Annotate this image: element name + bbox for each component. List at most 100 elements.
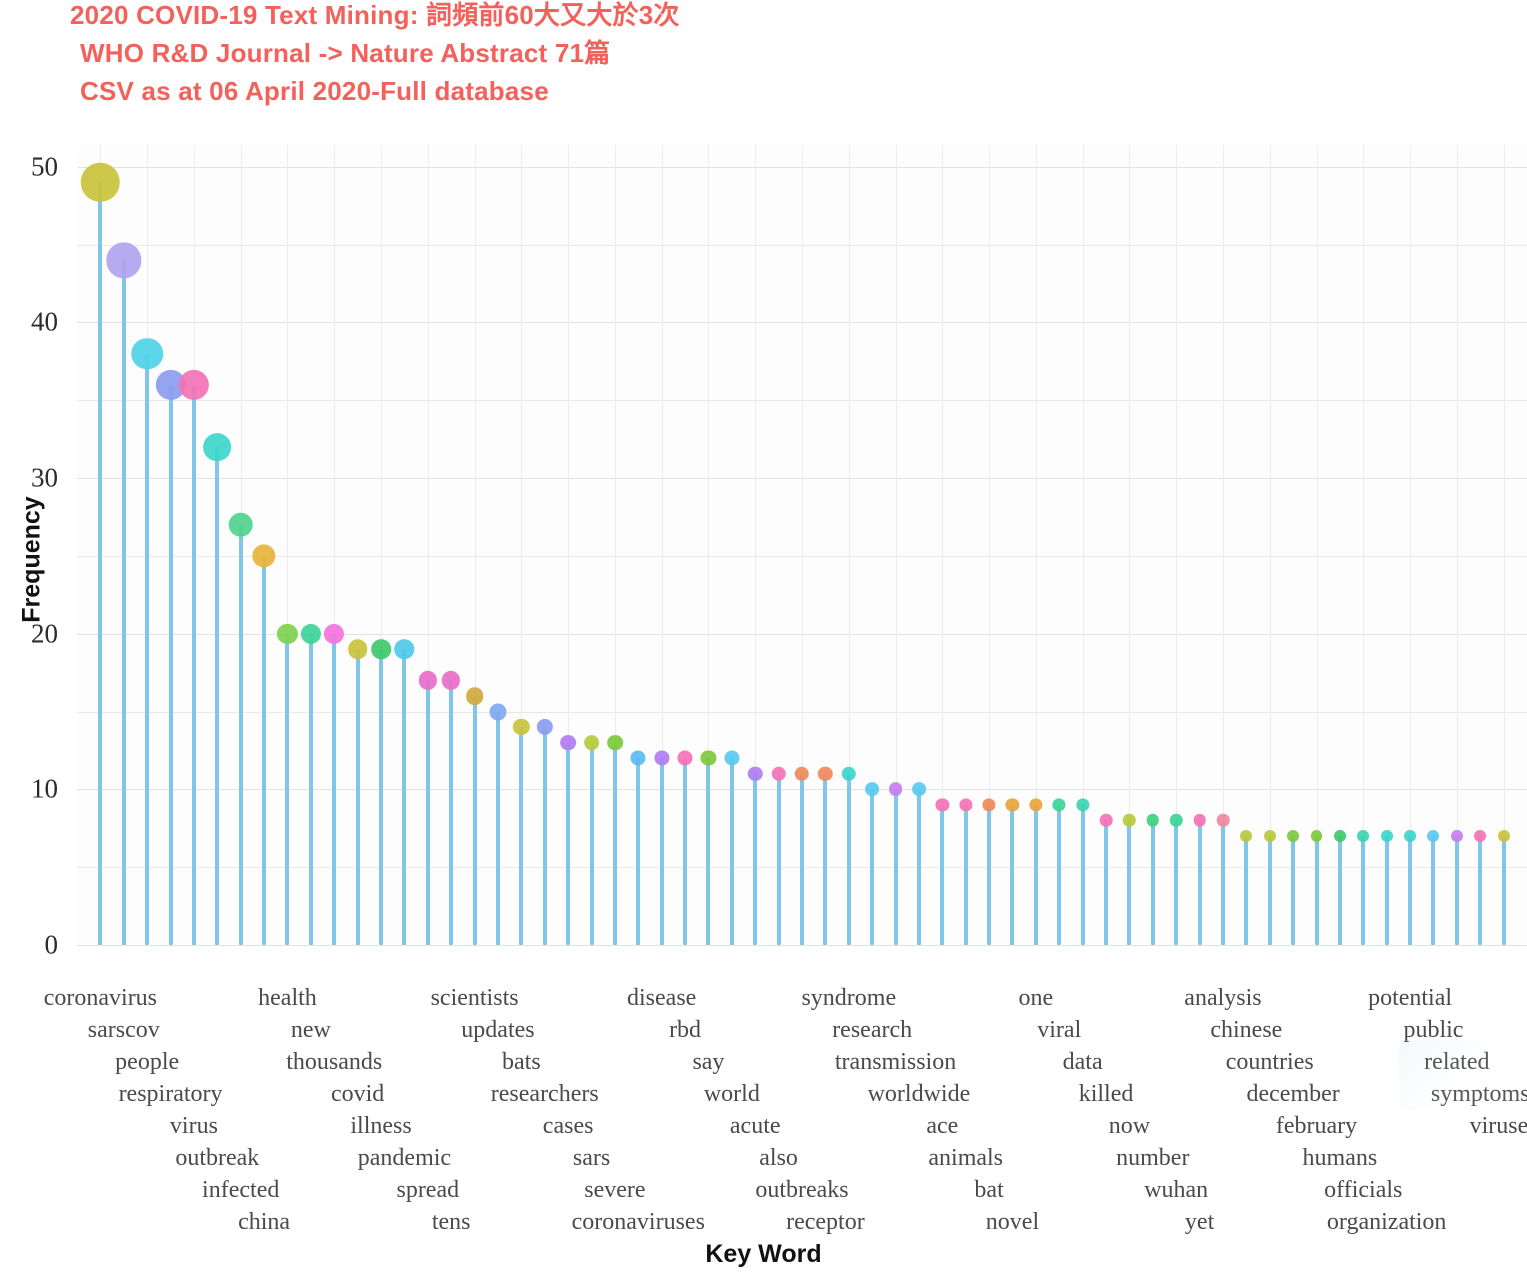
data-point-marker[interactable] (1427, 830, 1440, 843)
stem-line (332, 633, 337, 945)
data-point-marker[interactable] (277, 623, 298, 644)
data-point-marker[interactable] (1263, 830, 1276, 843)
data-point-marker[interactable] (1123, 814, 1136, 827)
stem-line (1267, 836, 1272, 945)
stem-line (940, 804, 945, 945)
data-point-marker[interactable] (841, 766, 856, 782)
data-point-marker[interactable] (1169, 814, 1183, 827)
x-axis-tick-label: china (238, 1209, 291, 1235)
data-point-marker[interactable] (300, 623, 321, 644)
data-point-marker[interactable] (654, 750, 670, 766)
data-point-marker[interactable] (1146, 814, 1160, 827)
data-point-marker[interactable] (131, 337, 163, 370)
data-point-marker[interactable] (1357, 830, 1370, 843)
gridline-vertical (662, 145, 663, 945)
x-axis-tick-label: one (1018, 985, 1054, 1011)
stem-line (1408, 836, 1413, 945)
x-axis-tick-label: scientists (430, 985, 519, 1011)
stem-line (1501, 836, 1506, 945)
gridline-vertical (708, 145, 709, 945)
data-point-marker[interactable] (1216, 814, 1230, 827)
data-point-marker[interactable] (982, 798, 996, 812)
stem-line (1244, 836, 1249, 945)
data-point-marker[interactable] (203, 433, 232, 461)
data-point-marker[interactable] (178, 369, 210, 400)
stem-line (519, 727, 524, 945)
data-point-marker[interactable] (724, 750, 740, 766)
data-point-marker[interactable] (347, 639, 368, 660)
x-axis-tick-label: organization (1326, 1209, 1447, 1235)
data-point-marker[interactable] (1474, 830, 1487, 843)
x-axis-tick-label: thousands (286, 1049, 383, 1075)
stem-line (1080, 804, 1085, 945)
data-point-marker[interactable] (794, 766, 810, 782)
stem-line (1127, 820, 1132, 945)
data-point-marker[interactable] (771, 766, 786, 782)
data-point-marker[interactable] (607, 734, 623, 751)
data-point-marker[interactable] (912, 782, 926, 797)
x-axis-tick-label: rbd (669, 1017, 702, 1043)
x-axis-tick-label: officials (1324, 1177, 1403, 1203)
stem-line (870, 789, 875, 945)
stem-line (916, 789, 921, 945)
x-axis-tick-label: ace (926, 1113, 959, 1139)
x-axis-tick-label: people (115, 1049, 180, 1075)
x-axis-tick-label: countries (1225, 1049, 1314, 1075)
data-point-marker[interactable] (81, 163, 120, 202)
data-point-marker[interactable] (560, 734, 576, 751)
data-point-marker[interactable] (106, 242, 142, 278)
x-axis-tick-label: wuhan (1144, 1177, 1209, 1203)
data-point-marker[interactable] (1076, 798, 1090, 812)
x-axis-tick-label: february (1275, 1113, 1358, 1139)
data-point-marker[interactable] (1450, 830, 1463, 843)
x-axis-tick-label: updates (461, 1017, 535, 1043)
data-point-marker[interactable] (677, 750, 693, 766)
data-point-marker[interactable] (1099, 814, 1113, 827)
stem-line (402, 649, 407, 945)
data-point-marker[interactable] (630, 750, 646, 766)
stem-line (1384, 836, 1389, 945)
data-point-marker[interactable] (1029, 798, 1043, 812)
data-point-marker[interactable] (252, 544, 276, 568)
data-point-marker[interactable] (465, 687, 484, 705)
data-point-marker[interactable] (1052, 798, 1066, 812)
data-point-marker[interactable] (935, 798, 949, 812)
gridline-vertical (896, 145, 897, 945)
data-point-marker[interactable] (489, 703, 507, 721)
data-point-marker[interactable] (818, 766, 833, 782)
data-point-marker[interactable] (1287, 830, 1300, 843)
data-point-marker[interactable] (371, 639, 391, 660)
data-point-marker[interactable] (583, 734, 600, 751)
stem-line (683, 758, 688, 945)
data-point-marker[interactable] (418, 671, 437, 690)
data-point-marker[interactable] (1380, 830, 1393, 843)
data-point-marker[interactable] (865, 782, 880, 797)
data-point-marker[interactable] (700, 750, 716, 766)
data-point-marker[interactable] (888, 782, 903, 797)
stem-line (379, 649, 384, 945)
data-point-marker[interactable] (1404, 830, 1417, 843)
gridline-vertical (1457, 145, 1458, 945)
data-point-marker[interactable] (324, 623, 345, 644)
y-axis-tick-label: 40 (31, 306, 58, 337)
data-point-marker[interactable] (1497, 830, 1510, 843)
data-point-marker[interactable] (513, 718, 530, 736)
data-point-marker[interactable] (747, 766, 763, 782)
data-point-marker[interactable] (1240, 830, 1253, 843)
data-point-marker[interactable] (1310, 830, 1323, 843)
data-point-marker[interactable] (1333, 830, 1346, 843)
data-point-marker[interactable] (442, 671, 461, 690)
x-axis-tick-label: viral (1037, 1017, 1082, 1043)
stem-line (472, 695, 477, 945)
data-point-marker[interactable] (536, 718, 553, 736)
data-point-marker[interactable] (394, 639, 415, 660)
gridline-vertical (381, 145, 382, 945)
data-point-marker[interactable] (959, 798, 973, 812)
stem-line (425, 680, 430, 945)
stem-line (1104, 820, 1109, 945)
y-axis-tick-labels: 0 10 20 30 40 50 (0, 145, 70, 959)
data-point-marker[interactable] (1005, 798, 1020, 812)
data-point-marker[interactable] (1193, 814, 1206, 827)
data-point-marker[interactable] (228, 512, 253, 538)
stem-line (823, 773, 828, 945)
